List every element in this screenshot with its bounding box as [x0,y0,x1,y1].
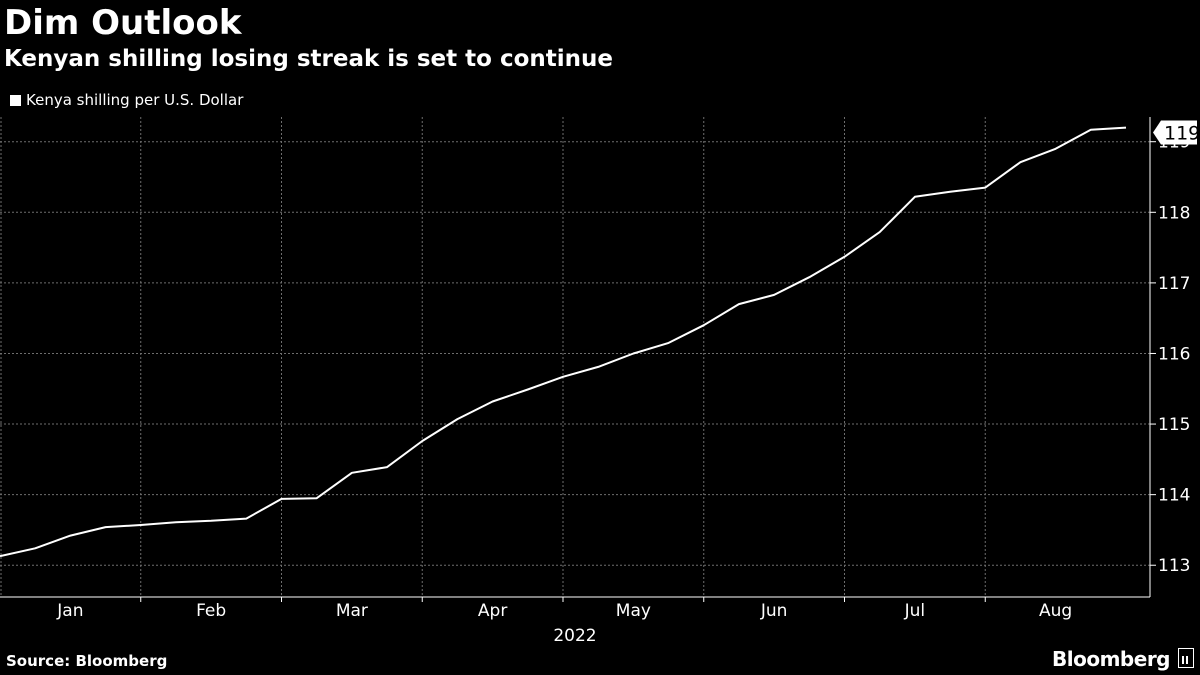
y-tick-label: 115 [1158,415,1190,435]
x-tick-label: Mar [336,601,368,621]
legend-swatch-icon [10,94,21,106]
legend: Kenya shilling per U.S. Dollar [10,90,243,110]
x-tick-label: Jun [760,601,788,621]
x-axis-year-label: 2022 [553,626,596,646]
x-tick-label: Aug [1039,601,1072,621]
bloomberg-logo-text: Bloomberg [1052,647,1170,671]
y-tick-label: 118 [1158,203,1190,223]
y-tick-label: 113 [1158,556,1190,576]
source-note: Source: Bloomberg [6,652,168,670]
y-tick-label: 114 [1158,486,1190,506]
chart-title: Dim Outlook [4,3,242,43]
x-tick-label: Jul [904,601,926,621]
x-tick-label: May [616,601,651,621]
y-tick-label: 116 [1158,344,1190,364]
x-tick-label: Feb [196,601,226,621]
x-tick-label: Jan [56,601,83,621]
y-tick-label: 117 [1158,274,1190,294]
x-tick-label: Apr [478,601,507,621]
last-value-label: 119 [1164,123,1200,145]
bloomberg-logo-icon [1178,648,1194,668]
series-line [0,126,1127,558]
last-value-callout [1153,120,1197,145]
legend-label: Kenya shilling per U.S. Dollar [26,91,244,109]
chart-subtitle: Kenyan shilling losing streak is set to … [4,46,613,72]
